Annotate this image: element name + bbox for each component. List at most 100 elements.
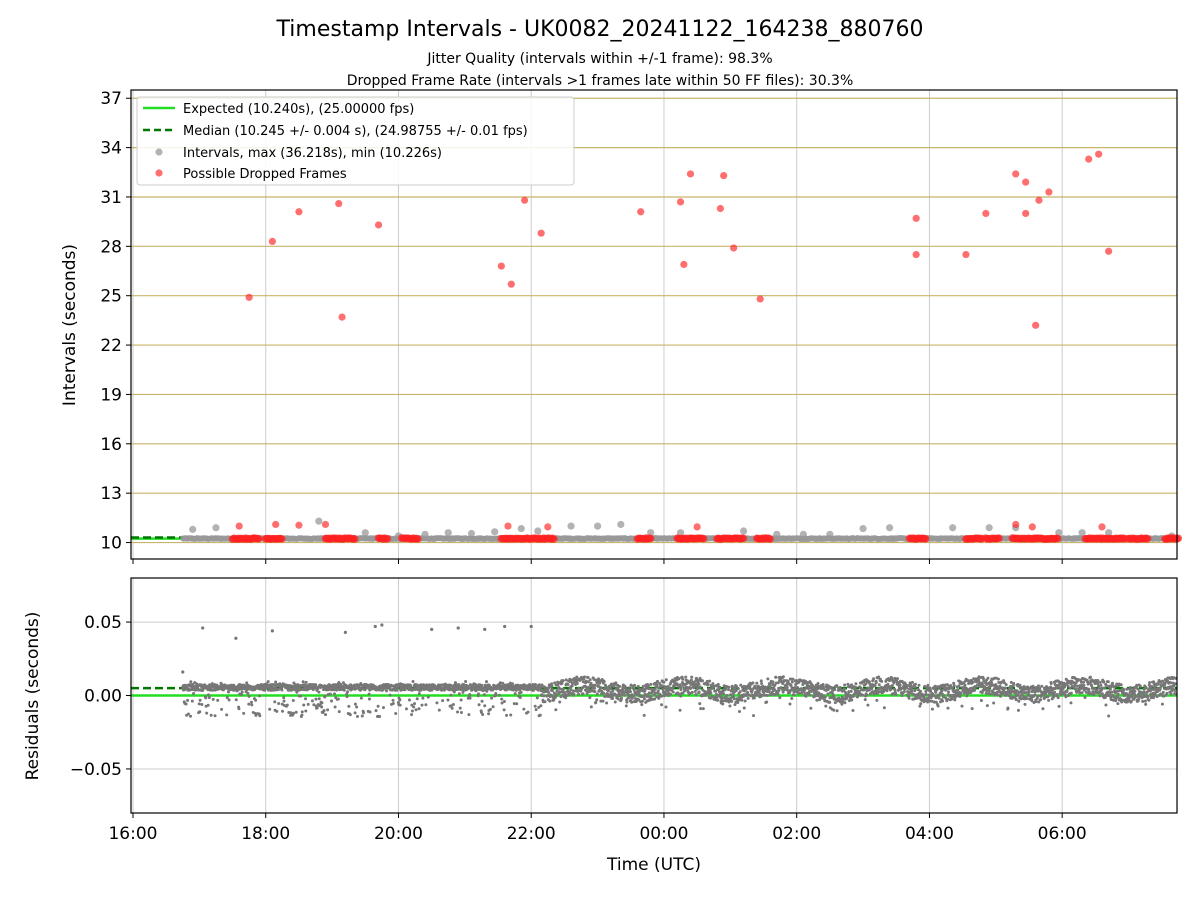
residual-point bbox=[417, 707, 421, 711]
intervals-y-tick-label: 31 bbox=[100, 188, 122, 208]
residual-point bbox=[593, 683, 597, 687]
residual-point bbox=[631, 694, 635, 698]
residual-point bbox=[941, 699, 945, 703]
residual-point bbox=[367, 697, 371, 701]
residual-point bbox=[1137, 697, 1141, 701]
residual-point bbox=[636, 684, 640, 688]
residual-point bbox=[684, 675, 688, 679]
residual-point bbox=[1107, 714, 1111, 718]
residual-point bbox=[513, 692, 517, 696]
residual-point bbox=[368, 688, 372, 692]
residual-point bbox=[1165, 691, 1169, 695]
residual-point bbox=[977, 678, 981, 682]
chart-title: Timestamp Intervals - UK0082_20241122_16… bbox=[276, 17, 924, 42]
residual-point bbox=[204, 696, 208, 700]
dropped-frame-point bbox=[1045, 188, 1053, 196]
residual-point bbox=[664, 705, 668, 709]
residual-point bbox=[1108, 687, 1112, 691]
residual-point bbox=[656, 689, 660, 693]
intervals-x-ticks bbox=[132, 559, 1063, 564]
residual-point bbox=[1098, 680, 1102, 684]
residual-point bbox=[266, 680, 270, 684]
residual-point bbox=[1111, 681, 1115, 685]
residual-point bbox=[918, 689, 922, 693]
residual-point bbox=[424, 703, 428, 707]
dropped-frame-point bbox=[720, 171, 728, 180]
residual-point bbox=[246, 691, 250, 695]
residual-point bbox=[611, 689, 615, 693]
residual-point bbox=[1012, 681, 1016, 685]
residual-point bbox=[642, 713, 646, 717]
residual-point bbox=[534, 708, 538, 712]
residual-point bbox=[390, 684, 394, 688]
residual-point bbox=[671, 690, 675, 694]
dropped-frame-point bbox=[550, 535, 558, 543]
residual-point bbox=[485, 680, 489, 684]
residual-point bbox=[1146, 694, 1150, 698]
residual-point bbox=[566, 683, 570, 687]
dropped-frame-point bbox=[962, 250, 970, 259]
residual-point bbox=[1049, 682, 1053, 686]
residual-point bbox=[414, 708, 418, 712]
residual-point bbox=[301, 680, 305, 684]
residual-point bbox=[210, 682, 214, 686]
residual-point bbox=[586, 675, 590, 679]
dropped-frame-point bbox=[321, 520, 330, 529]
residual-point bbox=[274, 680, 278, 684]
residual-point bbox=[1157, 682, 1161, 686]
residual-point bbox=[226, 690, 230, 694]
residual-point bbox=[258, 694, 262, 698]
dropped-frame-point bbox=[268, 237, 276, 245]
residual-point bbox=[850, 698, 854, 702]
residual-point bbox=[698, 702, 702, 706]
residual-point bbox=[1150, 684, 1154, 688]
residual-point bbox=[537, 683, 541, 687]
residual-point bbox=[510, 682, 514, 686]
residual-point bbox=[823, 695, 827, 699]
residual-point bbox=[367, 692, 371, 696]
residual-point bbox=[571, 681, 575, 685]
residual-point bbox=[917, 683, 921, 687]
dropped-frame-point bbox=[1012, 520, 1020, 529]
dropped-frame-point bbox=[1085, 155, 1093, 163]
residual-point bbox=[291, 698, 295, 702]
intervals-y-tick-label: 28 bbox=[100, 237, 122, 257]
residual-point bbox=[602, 691, 606, 695]
residual-point bbox=[1004, 686, 1008, 690]
residual-point bbox=[482, 693, 486, 697]
residual-point bbox=[326, 708, 330, 712]
residual-point bbox=[861, 693, 865, 697]
legend: Expected (10.240s), (25.00000 fps) Media… bbox=[136, 96, 575, 186]
residual-point bbox=[407, 698, 411, 702]
residual-point bbox=[368, 710, 372, 714]
residual-point bbox=[488, 707, 492, 711]
interval-point bbox=[647, 529, 655, 537]
residual-point bbox=[1119, 683, 1123, 687]
dropped-frame-point bbox=[335, 199, 343, 208]
residual-point bbox=[411, 680, 415, 684]
residual-point bbox=[738, 690, 742, 694]
residual-point bbox=[690, 675, 694, 679]
legend-dropped-label: Possible Dropped Frames bbox=[183, 167, 347, 182]
residual-point bbox=[330, 699, 334, 703]
residual-point bbox=[677, 677, 681, 681]
residual-point bbox=[575, 681, 579, 685]
residual-point bbox=[1144, 702, 1148, 706]
residual-point bbox=[746, 696, 750, 700]
residual-point bbox=[551, 688, 555, 692]
residual-point bbox=[564, 678, 568, 682]
residual-point bbox=[258, 714, 262, 718]
residual-point bbox=[838, 686, 842, 690]
residual-point bbox=[207, 696, 211, 700]
residual-point bbox=[435, 701, 439, 705]
intervals-grid bbox=[131, 90, 1177, 559]
residual-point bbox=[843, 701, 847, 705]
residual-point bbox=[1116, 692, 1120, 696]
residual-point bbox=[662, 680, 666, 684]
residual-point bbox=[790, 696, 794, 700]
residual-point bbox=[328, 692, 332, 696]
residual-point bbox=[480, 683, 484, 687]
residual-point bbox=[461, 690, 465, 694]
residual-point bbox=[608, 687, 612, 691]
